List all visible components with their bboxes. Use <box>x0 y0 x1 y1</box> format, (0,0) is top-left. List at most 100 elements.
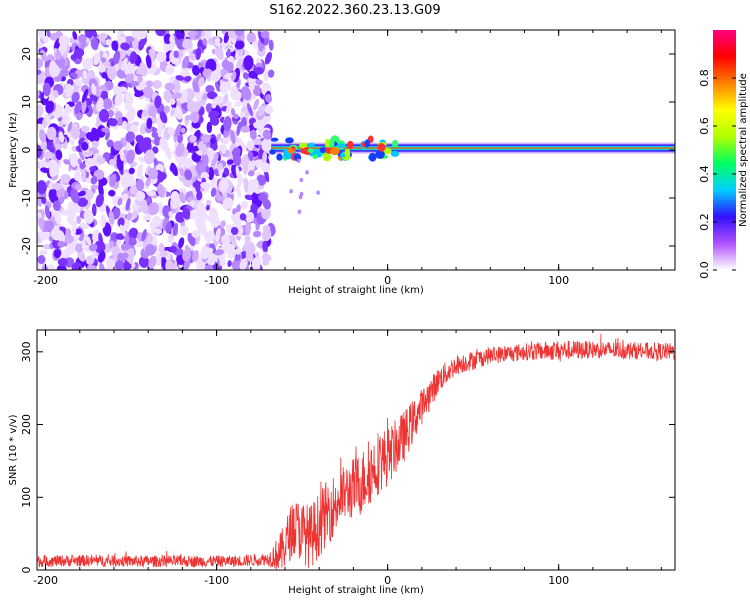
spectrogram-noise-blob <box>230 90 242 101</box>
spectrogram-noise-blob <box>75 79 84 86</box>
spectrogram-noise-blob <box>70 72 78 79</box>
spectrogram-noise-blob <box>219 227 226 236</box>
spectrogram-noise-blob <box>261 207 271 220</box>
spectrogram-noise-blob <box>177 48 184 60</box>
colorbar-tick-label: 0.8 <box>698 69 711 87</box>
spectrogram-noise-blob <box>114 92 124 107</box>
spectrogram-noise-blob <box>191 145 200 152</box>
spectrogram-noise-blob <box>262 129 272 140</box>
spectrogram-noise-blob <box>157 183 165 198</box>
colorbar-tick-label: 0.4 <box>698 165 711 183</box>
spectrogram-noise-blob <box>120 172 130 188</box>
spectrogram-noise-blob <box>202 68 213 78</box>
spectrogram-noise-blob <box>67 121 73 132</box>
spectrogram-noise-blob <box>175 123 182 138</box>
spectrogram-signal-blob <box>319 146 326 154</box>
spectrogram-noise-blob <box>38 129 47 143</box>
spectrogram-noise-blob <box>226 48 231 58</box>
spectrogram-noise-blob <box>79 162 86 170</box>
spectrogram-noise-blob <box>39 161 50 167</box>
spectrogram-noise-blob <box>138 156 146 163</box>
snr-y-tick-label: 200 <box>20 414 33 435</box>
spectrogram-noise-blob <box>108 118 118 127</box>
spectrogram-noise-blob <box>195 47 202 61</box>
spectrogram-noise-blob <box>202 30 212 40</box>
spectrogram-noise-blob <box>152 80 162 89</box>
spectrogram-noise-blob <box>252 138 263 145</box>
spectrogram-noise-blob <box>37 104 44 119</box>
spectrogram-noise-blob <box>247 103 254 117</box>
spectrogram-noise-blob <box>202 251 211 258</box>
spectrogram-noise-blob <box>114 260 124 270</box>
spectrogram-noise-blob <box>117 117 123 127</box>
spectrogram-noise-blob <box>239 111 246 118</box>
spectrogram-noise-blob <box>171 92 183 100</box>
spectrogram-noise-blob <box>173 50 179 59</box>
spectrogram-noise-blob <box>255 79 263 85</box>
spectrogram-noise-blob <box>49 32 60 41</box>
spectrogram-noise-blob <box>182 249 192 262</box>
spectrogram-noise-blob <box>165 221 172 234</box>
spectrogram-noise-blob <box>125 197 131 211</box>
spectrogram-noise-blob <box>141 229 147 242</box>
spectrogram-noise-blob <box>244 194 253 201</box>
spectrogram-noise-blob <box>177 134 184 144</box>
spectrogram-noise-blob <box>142 110 149 117</box>
spectrogram-signal-blob <box>347 140 354 150</box>
spectrogram-noise-blob <box>213 95 224 104</box>
spectrogram-noise-blob <box>105 39 114 46</box>
spectrogram-noise-blob <box>81 170 87 183</box>
spectrogram-noise-blob <box>177 156 184 169</box>
spectrogram-noise-blob <box>144 244 156 256</box>
spectrogram-noise-blob <box>64 83 73 98</box>
spectrogram-noise-blob <box>145 54 152 69</box>
spectrogram-noise-blob <box>185 114 191 121</box>
spectrogram-noise-blob <box>60 209 70 216</box>
spectrogram-noise-blob <box>181 55 190 69</box>
spectrogram-noise-blob <box>191 229 201 238</box>
spectrogram-noise-blob <box>97 250 106 263</box>
spectrogram-noise-blob <box>37 41 44 49</box>
spectrogram-noise-blob <box>102 98 113 110</box>
spectrogram-noise-blob <box>139 122 147 135</box>
spectrogram-noise-blob <box>107 109 115 118</box>
spectrogram-noise-blob <box>239 213 247 221</box>
spectrogram-noise-blob <box>138 38 145 51</box>
spectrogram-noise-blob <box>37 123 44 132</box>
spectrogram-noise-blob <box>172 222 179 236</box>
snr-y-axis-label: SNR (10 * v/v) <box>8 414 19 485</box>
spectrogram-noise-blob <box>127 107 136 122</box>
spectrogram-noise-blob <box>223 167 230 177</box>
spectrogram-noise-blob <box>130 80 140 87</box>
spectrogram-noise-blob <box>231 147 241 158</box>
spectrogram-y-tick-label: 10 <box>20 95 33 109</box>
spectrogram-signal-blob <box>375 150 385 159</box>
spectrogram-noise-blob <box>206 121 213 134</box>
colorbar-bar <box>713 30 736 270</box>
spectrogram-noise-blob <box>165 259 175 270</box>
spectrogram-noise-blob <box>121 57 128 72</box>
spectrogram-noise-blob <box>55 149 63 160</box>
spectrogram-noise-blob <box>144 149 155 165</box>
spectrogram-noise-blob <box>197 62 204 68</box>
spectrogram-noise-blob <box>48 188 59 204</box>
spectrogram-noise-blob <box>244 220 252 236</box>
spectrogram-noise-blob <box>251 256 262 270</box>
spectrogram-noise-blob <box>46 126 57 141</box>
spectrogram-noise-blob <box>205 204 210 211</box>
spectrogram-noise-blob <box>202 38 208 46</box>
spectrogram-noise-blob <box>256 174 267 186</box>
spectrogram-noise-blob <box>73 48 85 58</box>
spectrogram-noise-blob <box>199 99 207 106</box>
spectrogram-noise-blob <box>134 77 146 91</box>
spectrogram-noise-blob <box>127 237 137 246</box>
spectrogram-noise-blob <box>98 64 106 73</box>
spectrogram-noise-blob <box>38 230 50 241</box>
spectrogram-noise-blob <box>234 253 241 262</box>
spectrogram-noise-blob <box>183 75 192 82</box>
spectrogram-signal-blob <box>285 137 294 144</box>
spectrogram-noise-blob <box>147 167 159 180</box>
spectrogram-noise-blob <box>243 177 249 193</box>
